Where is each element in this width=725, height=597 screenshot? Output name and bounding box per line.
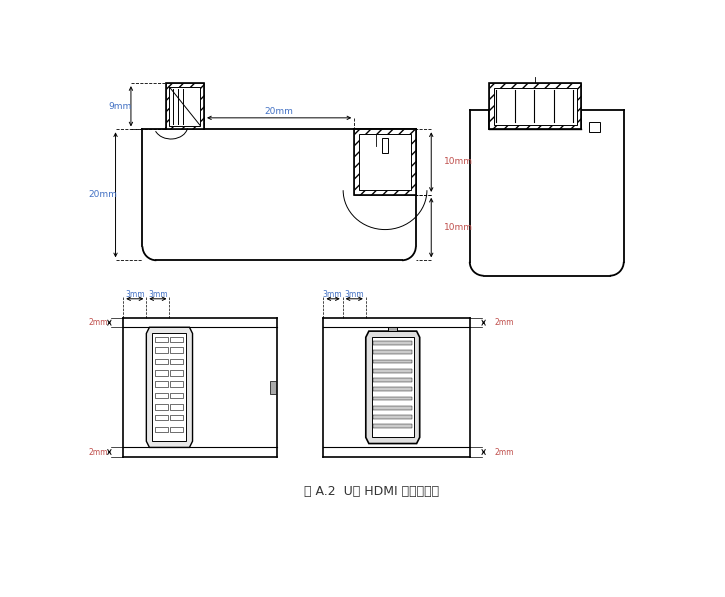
Bar [373, 350, 412, 354]
Bar [165, 83, 204, 130]
Bar [165, 83, 204, 130]
Bar [170, 87, 200, 125]
Text: 3mm: 3mm [344, 290, 364, 298]
Polygon shape [366, 331, 420, 444]
Bar [144, 247, 415, 260]
Bar [494, 88, 577, 125]
Bar [373, 415, 412, 419]
Bar [471, 111, 623, 275]
Bar [373, 369, 412, 373]
Bar [589, 122, 600, 133]
Text: 图 A.2  U形 HDMI 转接器尺寸: 图 A.2 U形 HDMI 转接器尺寸 [304, 485, 439, 498]
Text: 9mm: 9mm [109, 102, 132, 111]
Bar [359, 134, 411, 190]
Text: 20mm: 20mm [265, 107, 293, 116]
Bar [373, 396, 412, 401]
Bar [373, 387, 412, 391]
Bar [170, 393, 183, 398]
Bar [155, 381, 168, 387]
Bar [170, 427, 183, 432]
Text: 2mm: 2mm [494, 448, 514, 457]
Bar [155, 370, 168, 376]
Bar [170, 359, 183, 364]
Bar [170, 381, 183, 387]
Bar [373, 341, 412, 345]
Bar [388, 327, 397, 331]
Bar [155, 337, 168, 342]
Text: 3mm: 3mm [125, 290, 144, 298]
Bar [489, 83, 581, 130]
Text: 10mm: 10mm [444, 157, 473, 166]
Text: 2mm: 2mm [494, 318, 514, 327]
Bar [155, 347, 168, 353]
Bar [155, 415, 168, 420]
Bar [155, 427, 168, 432]
Bar [372, 337, 413, 438]
Bar [170, 347, 183, 353]
Bar [152, 334, 186, 441]
Bar [373, 406, 412, 410]
Text: 2mm: 2mm [89, 448, 108, 457]
Bar [170, 370, 183, 376]
Text: 20mm: 20mm [88, 190, 117, 199]
Bar [270, 381, 276, 393]
Bar [382, 138, 388, 153]
Bar [373, 378, 412, 382]
Text: 3mm: 3mm [148, 290, 167, 298]
Bar [155, 404, 168, 410]
Bar [355, 130, 416, 195]
Text: 2mm: 2mm [89, 318, 108, 327]
Bar [170, 337, 183, 342]
Bar [489, 83, 581, 130]
Bar [144, 130, 415, 260]
Bar [373, 424, 412, 428]
Bar [373, 359, 412, 364]
Text: 3mm: 3mm [323, 290, 342, 298]
Bar [155, 393, 168, 398]
Bar [355, 130, 416, 195]
Text: 10mm: 10mm [444, 223, 473, 232]
Bar [155, 359, 168, 364]
Bar [170, 415, 183, 420]
Bar [170, 404, 183, 410]
Polygon shape [146, 327, 193, 447]
